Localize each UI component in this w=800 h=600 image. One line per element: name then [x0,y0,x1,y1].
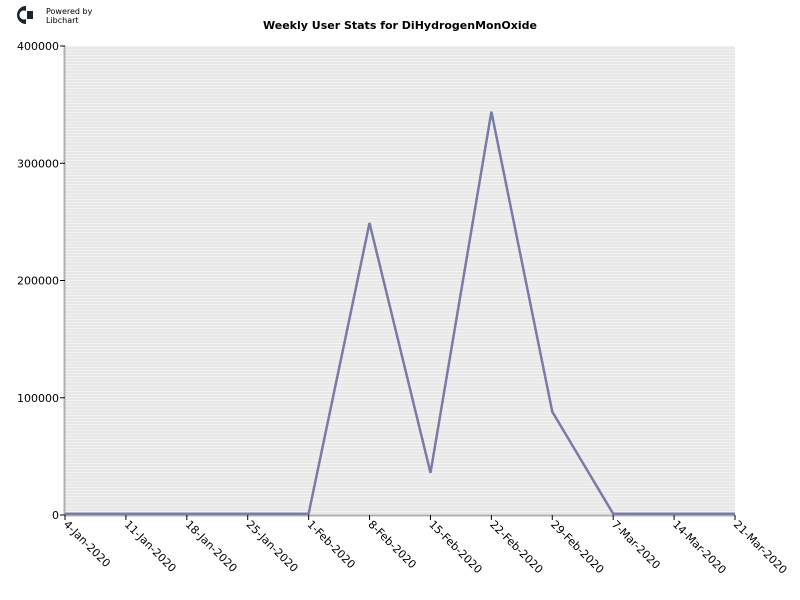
x-tick-label: 7-Mar-2020 [609,518,663,572]
y-tick-label: 200000 [17,275,59,288]
x-tick-label: 15-Feb-2020 [426,518,484,576]
x-tick-label: 1-Feb-2020 [305,518,358,571]
y-tick-label: 100000 [17,392,59,405]
y-axis-ticks: 0 100000 200000 300000 400000 [17,40,65,522]
y-tick-label: 400000 [17,40,59,53]
gridlines [65,47,735,514]
x-tick-label: 21-Mar-2020 [731,518,790,577]
logo-line1: Powered by [46,7,93,16]
plot-area [65,46,735,515]
chart-title: Weekly User Stats for DiHydrogenMonOxide [263,19,537,32]
x-tick-label: 29-Feb-2020 [548,518,606,576]
x-tick-label: 25-Jan-2020 [244,518,301,575]
libchart-logo: Powered by Libchart [17,6,93,25]
y-tick-label: 0 [52,509,59,522]
x-axis-ticks: 4-Jan-2020 11-Jan-2020 18-Jan-2020 25-Jan-2… [61,515,790,577]
series-line [65,111,735,516]
x-tick-label: 18-Jan-2020 [183,518,240,575]
libchart-logo-icon [17,6,26,24]
x-tick-label: 8-Feb-2020 [365,518,418,571]
y-tick-label: 300000 [17,157,59,170]
x-tick-label: 14-Mar-2020 [670,518,729,577]
series [65,111,735,516]
logo-line2: Libchart [46,16,79,25]
libchart-logo-block [27,11,33,19]
x-tick-label: 4-Jan-2020 [61,518,113,570]
x-tick-label: 22-Feb-2020 [487,518,545,576]
x-tick-label: 11-Jan-2020 [122,518,179,575]
